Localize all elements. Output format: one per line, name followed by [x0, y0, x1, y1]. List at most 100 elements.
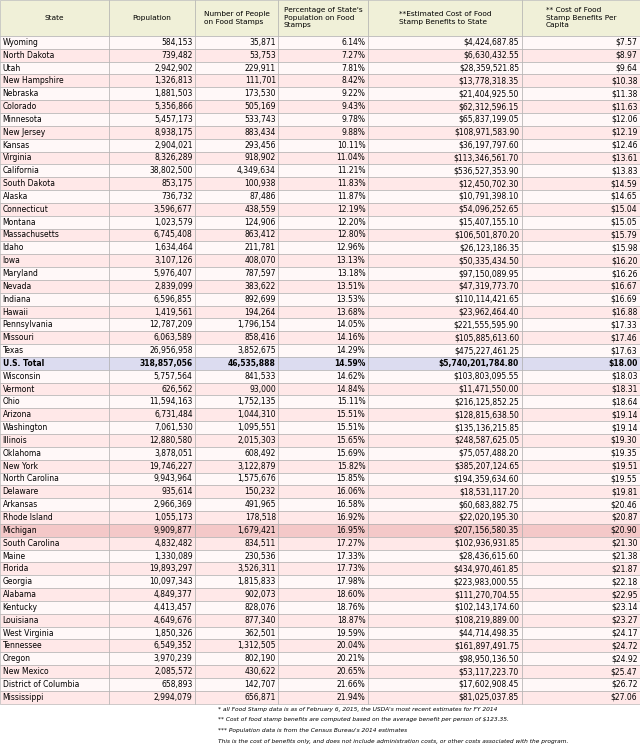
- Text: 19.59%: 19.59%: [337, 628, 365, 637]
- Bar: [109, 177, 195, 190]
- Bar: [109, 306, 195, 318]
- Bar: [0, 241, 109, 254]
- Bar: [109, 575, 195, 588]
- Bar: [368, 306, 522, 318]
- Text: New Hampshire: New Hampshire: [3, 76, 63, 85]
- Text: Nebraska: Nebraska: [3, 89, 39, 99]
- Bar: [195, 0, 278, 36]
- Bar: [0, 370, 109, 382]
- Text: $15,407,155.10: $15,407,155.10: [459, 217, 519, 226]
- Bar: [278, 537, 368, 550]
- Text: Alabama: Alabama: [3, 590, 36, 599]
- Bar: [195, 459, 278, 473]
- Bar: [368, 421, 522, 434]
- Text: 20.21%: 20.21%: [337, 654, 365, 663]
- Bar: [195, 486, 278, 498]
- Text: 4,832,482: 4,832,482: [154, 539, 193, 548]
- Text: 87,486: 87,486: [250, 192, 276, 201]
- Text: 17.98%: 17.98%: [337, 577, 365, 586]
- Text: Maryland: Maryland: [3, 269, 38, 278]
- Text: $14.65: $14.65: [611, 192, 637, 201]
- Bar: [195, 357, 278, 370]
- Bar: [368, 164, 522, 177]
- Bar: [109, 601, 195, 614]
- Text: Montana: Montana: [3, 217, 36, 226]
- Bar: [522, 639, 640, 652]
- Bar: [0, 614, 109, 627]
- Bar: [109, 550, 195, 562]
- Text: $108,219,889.00: $108,219,889.00: [454, 616, 519, 624]
- Text: 841,533: 841,533: [244, 372, 276, 381]
- Text: 8,938,175: 8,938,175: [154, 128, 193, 137]
- Bar: [522, 498, 640, 511]
- Bar: [368, 62, 522, 75]
- Text: 2,994,079: 2,994,079: [154, 692, 193, 701]
- Bar: [0, 152, 109, 164]
- Bar: [278, 293, 368, 306]
- Text: 16.92%: 16.92%: [337, 513, 365, 522]
- Text: 9.43%: 9.43%: [341, 102, 365, 111]
- Text: $7.57: $7.57: [616, 38, 637, 47]
- Bar: [195, 498, 278, 511]
- Bar: [522, 190, 640, 203]
- Bar: [522, 652, 640, 665]
- Bar: [109, 164, 195, 177]
- Bar: [109, 652, 195, 665]
- Bar: [195, 409, 278, 421]
- Text: 142,707: 142,707: [244, 680, 276, 689]
- Bar: [195, 331, 278, 344]
- Bar: [0, 639, 109, 652]
- Bar: [368, 177, 522, 190]
- Text: $12.46: $12.46: [611, 140, 637, 149]
- Text: $11.38: $11.38: [611, 89, 637, 99]
- Bar: [368, 511, 522, 524]
- Bar: [368, 36, 522, 49]
- Bar: [109, 344, 195, 357]
- Bar: [278, 164, 368, 177]
- Bar: [278, 473, 368, 486]
- Bar: [368, 691, 522, 704]
- Bar: [522, 177, 640, 190]
- Bar: [278, 216, 368, 229]
- Text: 5,976,407: 5,976,407: [154, 269, 193, 278]
- Bar: [522, 524, 640, 537]
- Text: U.S. Total: U.S. Total: [3, 359, 44, 368]
- Text: 1,419,561: 1,419,561: [154, 308, 193, 317]
- Bar: [109, 190, 195, 203]
- Bar: [0, 164, 109, 177]
- Text: 4,649,676: 4,649,676: [154, 616, 193, 624]
- Bar: [0, 550, 109, 562]
- Text: 2,966,369: 2,966,369: [154, 500, 193, 509]
- Text: $17.63: $17.63: [611, 346, 637, 355]
- Text: 17.73%: 17.73%: [337, 564, 365, 574]
- Text: $60,683,882.75: $60,683,882.75: [459, 500, 519, 509]
- Bar: [195, 87, 278, 100]
- Text: 12,880,580: 12,880,580: [150, 436, 193, 445]
- Bar: [109, 691, 195, 704]
- Bar: [522, 254, 640, 267]
- Bar: [195, 293, 278, 306]
- Text: $19.14: $19.14: [611, 423, 637, 432]
- Text: $5,740,201,784.80: $5,740,201,784.80: [439, 359, 519, 368]
- Text: Tennessee: Tennessee: [3, 642, 42, 651]
- Text: 6,745,408: 6,745,408: [154, 231, 193, 240]
- Text: 15.51%: 15.51%: [337, 423, 365, 432]
- Text: Hawaii: Hawaii: [3, 308, 29, 317]
- Text: Vermont: Vermont: [3, 385, 35, 394]
- Text: North Carolina: North Carolina: [3, 474, 58, 483]
- Bar: [0, 409, 109, 421]
- Text: 2,904,021: 2,904,021: [154, 140, 193, 149]
- Bar: [0, 344, 109, 357]
- Bar: [195, 434, 278, 447]
- Bar: [522, 229, 640, 241]
- Text: Washington: Washington: [3, 423, 48, 432]
- Bar: [195, 691, 278, 704]
- Text: Massachusetts: Massachusetts: [3, 231, 60, 240]
- Text: 178,518: 178,518: [244, 513, 276, 522]
- Text: $62,312,596.15: $62,312,596.15: [459, 102, 519, 111]
- Text: 1,044,310: 1,044,310: [237, 410, 276, 419]
- Text: 584,153: 584,153: [161, 38, 193, 47]
- Bar: [109, 370, 195, 382]
- Bar: [195, 588, 278, 601]
- Text: $21.38: $21.38: [611, 551, 637, 560]
